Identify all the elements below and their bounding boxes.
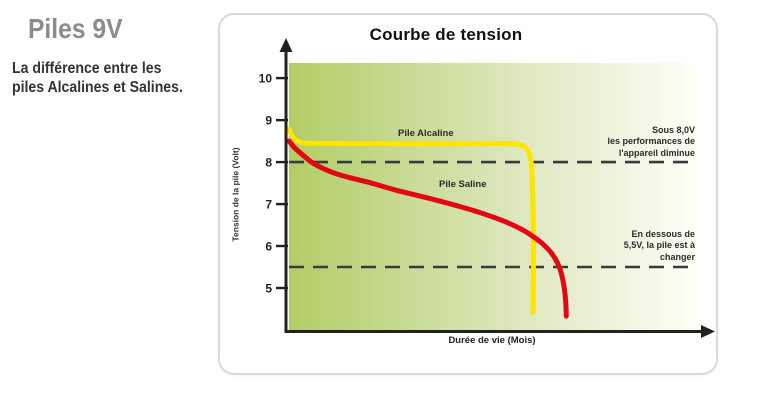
y-tick-label: 7 [265, 198, 272, 212]
chart-panel: 10 9 8 7 6 5 Courbe de tension Tension de la … [218, 13, 718, 375]
curve-saline [286, 138, 569, 319]
x-axis-label: Durée de vie (Mois) [448, 335, 536, 346]
x-axis-arrow [701, 325, 715, 338]
y-tick-label: 10 [259, 72, 273, 86]
y-tick-label: 8 [265, 156, 272, 170]
series-label-saline: Pile Saline [439, 179, 487, 190]
y-tick-label: 9 [265, 114, 272, 128]
y-tick-label: 5 [265, 282, 272, 296]
series-label-alcaline: Pile Alcaline [398, 128, 454, 139]
threshold-note-55v: En dessous de 5,5V, la pile est à change… [623, 228, 695, 262]
page-title: Piles 9V [28, 13, 123, 44]
threshold-note-8v: Sous 8,0V les performances de l'appareil… [607, 124, 695, 158]
voltage-curve-chart: 10 9 8 7 6 5 [259, 38, 715, 338]
chart-title: Courbe de tension [369, 25, 523, 44]
plot-area [289, 63, 695, 330]
y-axis-label: Tension de la pile (Volt) [230, 147, 241, 242]
page-subtitle: La différence entre les piles Alcalines … [12, 60, 183, 96]
y-tick-label: 6 [265, 240, 272, 254]
y-axis-arrow [279, 38, 293, 52]
curve-alcaline [286, 126, 536, 315]
